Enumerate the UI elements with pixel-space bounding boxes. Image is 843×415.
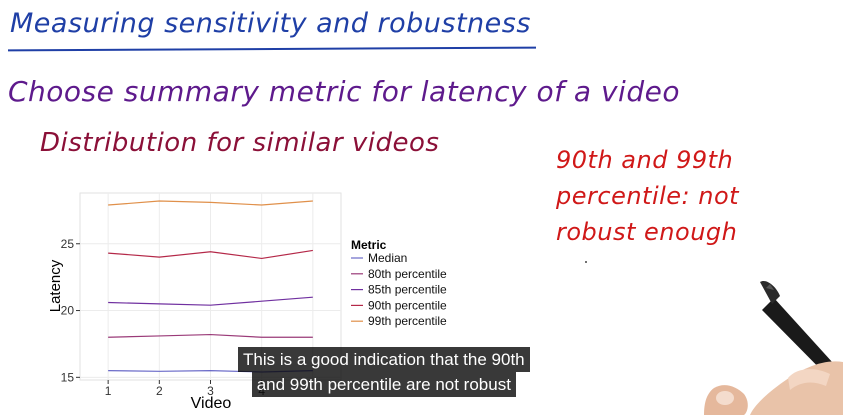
series-line bbox=[108, 296, 313, 306]
note-line-2: percentile: not bbox=[556, 182, 740, 210]
y-tick-label: 20 bbox=[61, 304, 75, 318]
series-line bbox=[108, 249, 313, 260]
presenter-hand-with-pen bbox=[704, 280, 843, 415]
legend-title: Metric bbox=[351, 238, 387, 252]
y-tick-label: 15 bbox=[61, 370, 75, 384]
heading-underline bbox=[7, 46, 537, 52]
x-axis-label: Video bbox=[191, 395, 232, 412]
video-subtitle: This is a good indication that the 90th … bbox=[238, 347, 530, 397]
distribution-text: Distribution for similar videos bbox=[40, 128, 440, 158]
y-tick-labels: 15 20 25 bbox=[61, 237, 80, 384]
legend-label: 80th percentile bbox=[368, 267, 447, 281]
x-tick-label: 1 bbox=[105, 384, 112, 398]
legend-label: Median bbox=[368, 251, 407, 265]
robustness-note: 90th and 99th percentile: not robust eno… bbox=[556, 142, 739, 250]
y-tick-label: 25 bbox=[61, 237, 75, 251]
series-line bbox=[108, 200, 313, 206]
note-line-1: 90th and 99th bbox=[556, 146, 734, 174]
heading-text: Measuring sensitivity and robustness bbox=[10, 8, 531, 39]
note-line-3: robust enough bbox=[556, 218, 738, 246]
legend-label: 99th percentile bbox=[368, 314, 447, 328]
x-tick-label: 2 bbox=[156, 384, 163, 398]
legend: Metric Median 80th percentile 85th percent… bbox=[351, 238, 447, 328]
x-tick-label: 3 bbox=[207, 384, 214, 398]
subtitle-line-1: This is a good indication that the 90th bbox=[238, 347, 530, 372]
summary-metric-text: Choose summary metric for latency of a v… bbox=[8, 75, 680, 108]
marker-dot bbox=[585, 261, 587, 263]
legend-label: 90th percentile bbox=[368, 298, 447, 312]
y-axis-label: Latency bbox=[47, 259, 64, 312]
legend-label: 85th percentile bbox=[368, 283, 447, 297]
subtitle-line-2: and 99th percentile are not robust bbox=[251, 372, 516, 397]
series-line bbox=[108, 333, 313, 338]
